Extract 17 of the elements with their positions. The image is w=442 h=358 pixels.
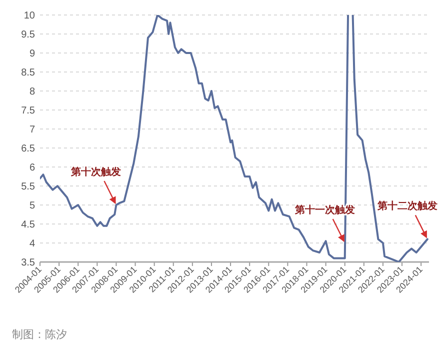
y-tick-label: 8.5 bbox=[21, 68, 36, 78]
y-tick-label: 5 bbox=[29, 200, 36, 212]
y-tick-label: 4.5 bbox=[21, 220, 36, 230]
annotation: 第十二次触发 bbox=[376, 200, 438, 212]
y-tick-label: 6 bbox=[29, 162, 36, 174]
y-tick-label: 3.5 bbox=[21, 258, 36, 268]
y-tick-label: 9 bbox=[29, 48, 36, 60]
y-tick-label: 9.5 bbox=[21, 30, 36, 40]
text: 制图：陈汐 bbox=[12, 328, 67, 341]
y-tick-label: 6.5 bbox=[21, 144, 36, 154]
y-tick-label: 4 bbox=[29, 238, 36, 250]
y-tick-label: 8 bbox=[29, 86, 36, 98]
annotation: 第十次触发 bbox=[70, 166, 122, 178]
y-tick-label: 10 bbox=[24, 10, 36, 22]
y-tick-label: 7.5 bbox=[21, 106, 36, 116]
y-tick-label: 7 bbox=[29, 124, 36, 136]
y-tick-label: 5.5 bbox=[21, 182, 36, 192]
